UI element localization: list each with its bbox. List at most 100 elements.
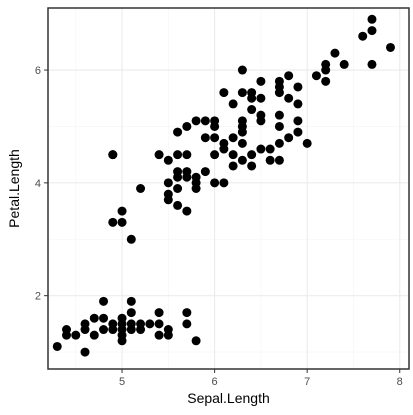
data-point — [62, 325, 72, 335]
data-point — [99, 325, 109, 335]
data-point — [89, 313, 99, 323]
data-point — [256, 144, 266, 154]
data-point — [191, 336, 201, 346]
data-point — [219, 138, 229, 148]
data-point — [284, 93, 294, 103]
data-point — [265, 144, 275, 154]
data-point — [293, 116, 303, 126]
data-point — [182, 167, 192, 177]
data-point — [108, 150, 118, 160]
data-point — [247, 88, 257, 98]
data-point — [256, 93, 266, 103]
data-point — [117, 313, 127, 323]
data-point — [358, 31, 368, 41]
data-point — [80, 347, 90, 357]
data-point — [228, 150, 238, 160]
y-axis-title: Petal.Length — [6, 149, 22, 228]
data-point — [154, 319, 164, 329]
data-point — [274, 155, 284, 165]
x-axis-title: Sepal.Length — [187, 390, 270, 406]
data-point — [200, 167, 210, 177]
data-point — [274, 121, 284, 131]
data-point — [154, 330, 164, 340]
data-point — [321, 59, 331, 69]
plot-panel — [48, 8, 409, 369]
data-point — [154, 150, 164, 160]
data-point — [367, 26, 377, 36]
data-points — [52, 14, 395, 357]
data-point — [182, 121, 192, 131]
data-point — [274, 138, 284, 148]
data-point — [210, 133, 220, 143]
data-point — [256, 110, 266, 120]
data-point — [228, 161, 238, 171]
data-point — [173, 167, 183, 177]
data-point — [99, 296, 109, 306]
data-point — [219, 178, 229, 188]
data-point — [99, 313, 109, 323]
data-point — [173, 200, 183, 210]
data-point — [182, 319, 192, 329]
data-point — [136, 184, 146, 193]
data-point — [321, 76, 331, 86]
data-point — [163, 155, 173, 165]
y-axis-tick-label: 4 — [35, 178, 41, 190]
data-point — [247, 161, 257, 171]
data-point — [126, 308, 136, 318]
data-point — [274, 76, 284, 86]
data-point — [237, 65, 247, 75]
data-point — [210, 121, 220, 131]
x-axis-tick-label: 6 — [212, 376, 218, 388]
data-point — [145, 319, 155, 329]
data-point — [385, 42, 395, 52]
data-point — [108, 319, 118, 329]
x-axis-tick-label: 7 — [304, 376, 310, 388]
data-point — [219, 88, 229, 98]
data-point — [311, 71, 321, 81]
y-axis-ticks: 2 4 6 — [35, 65, 48, 303]
data-point — [237, 155, 247, 165]
data-point — [247, 105, 257, 115]
data-point — [126, 234, 136, 244]
data-point — [163, 189, 173, 199]
data-point — [182, 308, 192, 318]
data-point — [154, 308, 164, 318]
y-axis-tick-label: 6 — [35, 65, 41, 77]
data-point — [117, 206, 127, 216]
data-point — [182, 150, 192, 160]
data-point — [173, 184, 183, 193]
panel-border — [47, 7, 410, 370]
data-point — [228, 133, 238, 143]
data-point — [265, 155, 275, 165]
data-point — [80, 319, 90, 329]
data-point — [71, 330, 81, 340]
data-point — [293, 127, 303, 137]
data-point — [302, 138, 312, 148]
data-point — [173, 127, 183, 137]
data-point — [163, 325, 173, 335]
data-point — [200, 133, 210, 143]
data-point — [126, 319, 136, 329]
data-point — [367, 14, 377, 24]
x-axis-ticks: 5 6 7 8 — [119, 369, 403, 388]
data-point — [237, 116, 247, 126]
data-point — [210, 150, 220, 160]
data-point — [367, 59, 377, 69]
data-point — [228, 99, 238, 109]
data-point — [237, 88, 247, 98]
x-axis-tick-label: 5 — [119, 376, 125, 388]
data-point — [284, 71, 294, 81]
data-point — [210, 178, 220, 188]
data-point — [191, 116, 201, 126]
data-point — [136, 319, 146, 329]
data-point — [339, 59, 349, 69]
data-point — [117, 217, 127, 227]
data-point — [163, 178, 173, 188]
data-point — [108, 217, 118, 227]
data-point — [247, 150, 257, 160]
y-axis-tick-label: 2 — [35, 291, 41, 303]
data-point — [274, 110, 284, 120]
data-point — [293, 82, 303, 92]
